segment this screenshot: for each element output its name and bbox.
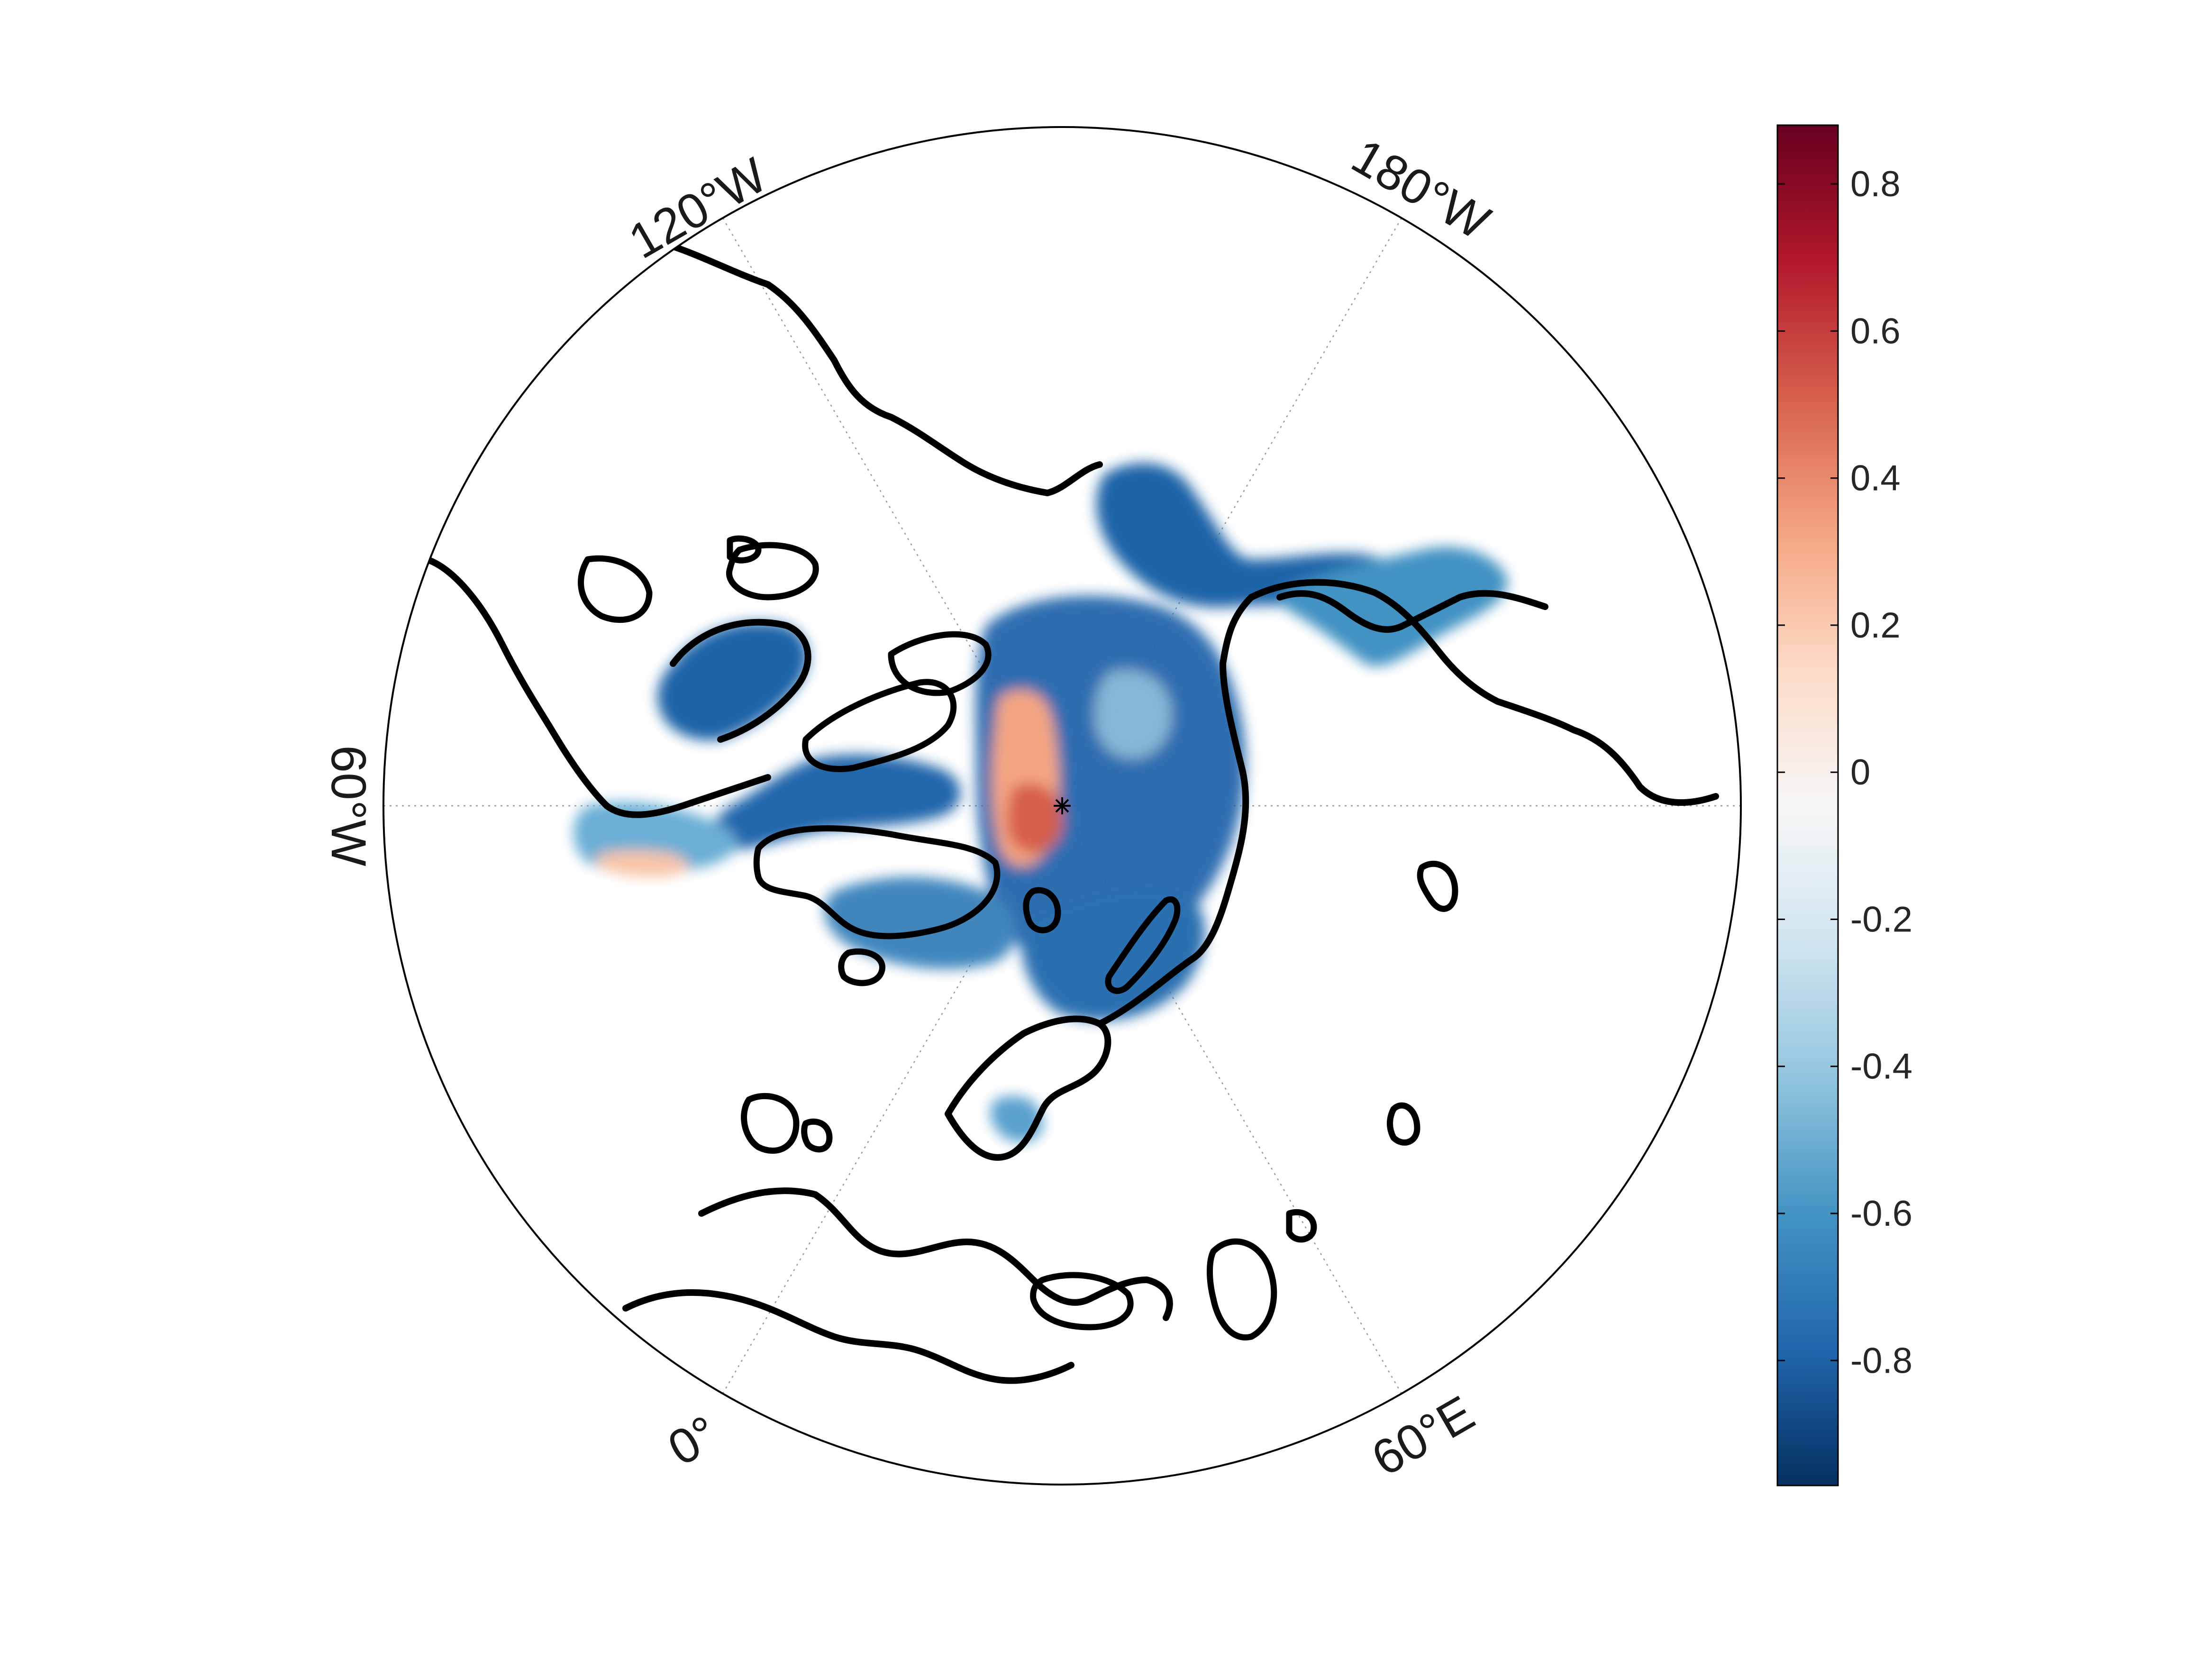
colorbar-tick-label: -0.4: [1850, 1047, 1912, 1087]
coast-pacific-nw: [423, 556, 771, 818]
island-svalbard: [1023, 887, 1061, 933]
island-ellesmere: [888, 631, 992, 696]
coast-far-east: [1248, 579, 1719, 806]
island-ireland: [801, 1118, 833, 1153]
colorbar: 0.8 0.6 0.4 0.2 0 -0.2 -0.4 -0.6 -0.8: [1776, 124, 1912, 1486]
colorbar-tick-label: -0.2: [1850, 899, 1912, 939]
lon-label-0: 0°: [659, 1405, 727, 1477]
island-britain: [741, 1093, 800, 1154]
island-banks: [578, 555, 653, 623]
anomaly-field: [573, 463, 1508, 1142]
colorbar-tick-label: 0.2: [1850, 605, 1901, 646]
map-frame: [382, 126, 1742, 1486]
colorbar-tick-label: -0.6: [1850, 1194, 1912, 1234]
coastlines: [423, 243, 1719, 1384]
field-positive-peak: [1007, 783, 1063, 853]
field-baffin-labrador: [710, 754, 961, 850]
coast-alaska-west: [1276, 590, 1548, 633]
polar-map: [382, 126, 1742, 1486]
island-novaya-zemlya: [1105, 896, 1181, 994]
lake-caspian: [1207, 1238, 1277, 1340]
lake-aral: [1286, 1209, 1317, 1243]
north-pole-marker: [1054, 797, 1071, 814]
lon-label-60w: 60°W: [321, 745, 376, 866]
island-victoria: [726, 542, 819, 601]
island-japan: [1387, 1102, 1420, 1146]
colorbar-tick-label: -0.8: [1850, 1340, 1912, 1381]
colorbar-body: [1776, 124, 1839, 1486]
field-arctic-basin: [975, 595, 1246, 970]
coast-hudson-bay: [670, 619, 811, 743]
island-greenland: [753, 825, 1001, 939]
field-positive-labrador: [596, 850, 688, 877]
island-sakhalin: [1417, 860, 1458, 912]
lake-black-sea: [1030, 1272, 1134, 1331]
island-small-1: [727, 535, 762, 564]
island-iceland: [838, 948, 885, 986]
colorbar-tick-label: 0.8: [1850, 164, 1901, 204]
coast-siberia: [1096, 594, 1255, 1027]
field-greenland-sea: [824, 877, 1016, 969]
colorbar-tick-label: 0: [1850, 752, 1870, 793]
island-baffin: [802, 679, 957, 772]
field-light-arctic: [1095, 670, 1172, 758]
field-chukchi: [1096, 463, 1393, 608]
coast-alaska-canada: [670, 243, 1103, 496]
colorbar-ticks: 0.8 0.6 0.4 0.2 0 -0.2 -0.4 -0.6 -0.8: [1777, 164, 1912, 1381]
coast-europe: [698, 1187, 1173, 1321]
coast-mediterranean: [622, 1289, 1074, 1384]
colorbar-tick-label: 0.4: [1850, 458, 1901, 499]
coast-scandinavia: [945, 1015, 1111, 1161]
colorbar-tick-label: 0.6: [1850, 311, 1901, 351]
